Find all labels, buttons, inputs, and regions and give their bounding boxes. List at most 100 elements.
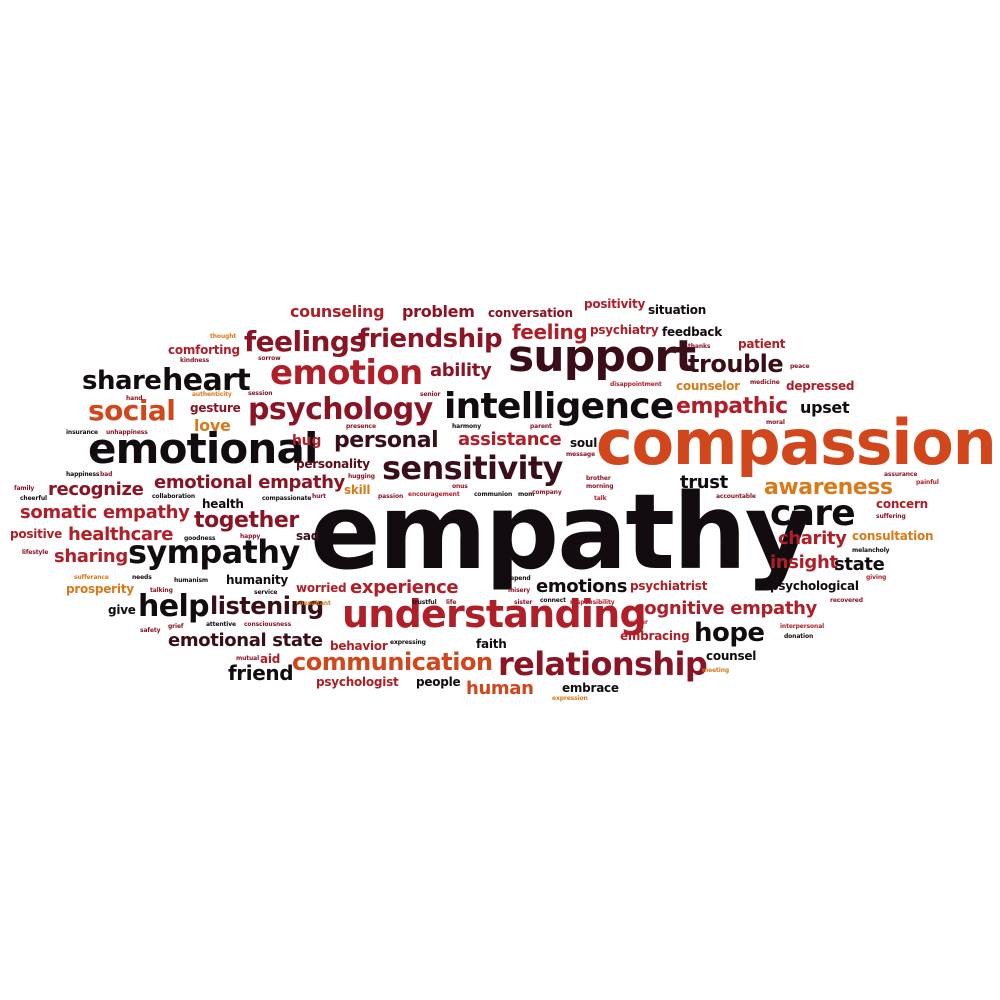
word-kindness: kindness [180, 357, 210, 364]
word-hugging: hugging [348, 473, 375, 480]
word-empathy: empathy [310, 471, 813, 593]
word-harmony: harmony [452, 423, 481, 430]
word-health: health [202, 497, 244, 511]
word-friendship: friendship [358, 324, 503, 354]
word-care: care [770, 493, 856, 534]
word-mutual: mutual [236, 655, 260, 662]
word-human: human [466, 678, 534, 699]
word-attentive: attentive [206, 621, 236, 628]
word-relationship: relationship [498, 645, 708, 683]
word-encouragement: encouragement [408, 491, 460, 498]
word-thought: thought [210, 333, 237, 340]
word-giving: giving [866, 574, 887, 581]
word-grief: grief [168, 623, 184, 630]
word-awareness: awareness [764, 475, 893, 500]
word-goodness: goodness [184, 535, 216, 542]
word-psychiatry: psychiatry [590, 323, 659, 337]
word-thanks: thanks [688, 343, 711, 350]
word-gesture: gesture [190, 401, 241, 415]
word-patient: patient [738, 337, 786, 351]
word-consultation: consultation [852, 529, 934, 543]
word-skill: skill [344, 483, 371, 497]
word-counseling: counseling [290, 302, 385, 321]
word-emotions: emotions [536, 576, 628, 597]
word-senior: senior [420, 391, 441, 398]
word-sorrow: sorrow [258, 355, 281, 362]
word-insurance: insurance [66, 429, 98, 436]
word-sister: sister [514, 599, 533, 606]
word-communication: communication [292, 648, 493, 676]
word-friend: friend [228, 661, 294, 685]
word-collaboration: collaboration [152, 493, 196, 500]
word-session: session [248, 390, 273, 397]
word-humanism: humanism [174, 577, 209, 584]
word-personal: personal [334, 428, 439, 453]
word-compassionate: compassionate [262, 495, 312, 502]
word-feedback: feedback [662, 325, 722, 339]
word-misery: misery [508, 587, 531, 594]
word-hand: hand [126, 395, 143, 402]
word-responsibility: responsibility [570, 599, 615, 606]
word-love: love [194, 416, 231, 435]
word-soul: soul [570, 436, 598, 450]
word-recovered: recovered [830, 597, 863, 604]
word-peace: peace [790, 363, 810, 370]
word-onus: onus [452, 483, 468, 490]
word-problem: problem [402, 302, 475, 321]
word-personality: personality [296, 457, 370, 471]
word-counselor: counselor [676, 379, 740, 393]
word-give: give [108, 603, 136, 617]
word-meeting: meeting [702, 667, 730, 674]
word-assistance: assistance [458, 429, 562, 450]
word-hug: hug [292, 433, 322, 449]
word-authenticity: authenticity [192, 391, 232, 398]
word-situation: situation [648, 303, 707, 317]
word-morning: morning [586, 483, 614, 490]
word-ability: ability [430, 360, 492, 381]
word-consciousness: consciousness [244, 621, 292, 628]
word-safety: safety [140, 627, 161, 634]
word-disappointment: disappointment [610, 381, 662, 388]
word-worried: worried [296, 581, 347, 595]
word-emotional-state: emotional state [168, 630, 323, 651]
word-prosperity: prosperity [66, 582, 134, 596]
word-experience: experience [350, 577, 459, 598]
word-embrace: embrace [562, 681, 619, 695]
word-talk: talk [594, 495, 607, 502]
word-needs: needs [132, 574, 152, 581]
word-somatic-empathy: somatic empathy [20, 502, 190, 523]
word-assurance: assurance [884, 471, 918, 478]
word-brother: brother [586, 475, 611, 482]
word-feeling: feeling [512, 320, 588, 344]
word-mother: mother [624, 619, 648, 626]
word-counsel: counsel [706, 649, 757, 663]
word-trouble: trouble [688, 350, 784, 378]
word-healthcare: healthcare [68, 524, 174, 545]
word-people: people [416, 675, 461, 689]
word-comforting: comforting [168, 343, 240, 357]
word-trustful: trustful [412, 599, 437, 606]
word-heart: heart [162, 363, 251, 398]
word-behavior: behavior [330, 639, 388, 653]
word-feelings: feelings [244, 325, 366, 358]
word-positive: positive [10, 527, 62, 541]
word-sufferance: sufferance [74, 574, 109, 581]
word-help: help [138, 589, 210, 624]
word-concern: concern [876, 497, 928, 511]
word-insight: insight [770, 552, 838, 573]
word-melancholy: melancholy [852, 547, 890, 554]
word-depressed: depressed [786, 379, 855, 393]
word-donation: donation [784, 633, 814, 640]
word-sad: sad [296, 529, 320, 543]
word-psychology: psychology [248, 392, 433, 427]
word-lifestyle: lifestyle [22, 549, 49, 556]
word-company: company [532, 489, 562, 496]
word-sensitivity: sensitivity [382, 449, 563, 487]
word-talking: talking [150, 587, 173, 594]
word-understanding: understanding [342, 592, 647, 636]
word-expression: expression [552, 695, 588, 702]
word-conversation: conversation [488, 306, 573, 320]
word-life: life [446, 599, 457, 606]
word-interpersonal: interpersonal [780, 623, 825, 630]
